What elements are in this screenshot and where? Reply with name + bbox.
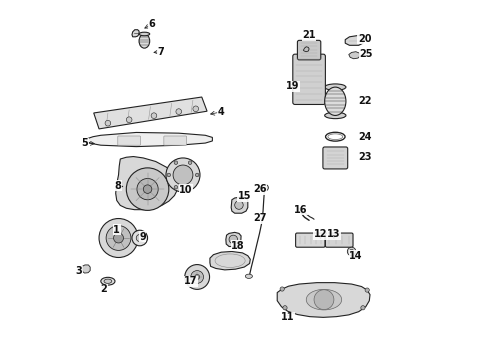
Circle shape [314,290,333,310]
FancyBboxPatch shape [292,54,325,105]
Polygon shape [348,52,359,59]
Circle shape [188,185,192,189]
Circle shape [193,106,198,112]
Text: 5: 5 [81,138,88,148]
Circle shape [364,288,368,292]
Ellipse shape [139,32,150,36]
Ellipse shape [324,87,345,115]
Circle shape [184,265,209,290]
Circle shape [166,173,170,177]
Circle shape [261,185,268,191]
Circle shape [166,158,199,192]
Text: 25: 25 [358,49,372,59]
Text: 1: 1 [113,225,120,235]
Polygon shape [226,232,241,247]
Text: 16: 16 [294,205,307,215]
Circle shape [188,161,192,165]
Circle shape [173,165,193,185]
Polygon shape [210,251,250,270]
FancyBboxPatch shape [164,136,186,145]
Text: 7: 7 [157,47,164,57]
Text: 11: 11 [281,312,294,322]
Text: 6: 6 [149,19,155,29]
Text: 14: 14 [348,251,362,261]
Circle shape [105,120,110,126]
Circle shape [99,218,138,257]
Text: 12: 12 [313,230,327,240]
Ellipse shape [324,112,345,119]
FancyBboxPatch shape [295,233,324,247]
Text: 8: 8 [114,181,121,191]
Text: 13: 13 [327,230,340,240]
Text: 23: 23 [357,151,371,161]
Text: 26: 26 [252,184,266,194]
Ellipse shape [305,290,341,310]
Polygon shape [93,97,207,129]
Text: 24: 24 [357,132,371,142]
Polygon shape [116,156,178,210]
Polygon shape [132,30,139,37]
Circle shape [195,173,198,177]
Text: 3: 3 [76,266,82,276]
Circle shape [234,201,242,209]
Text: 19: 19 [286,81,299,91]
Circle shape [279,287,284,291]
Text: 20: 20 [357,34,371,44]
Text: 22: 22 [357,96,371,106]
Circle shape [176,109,181,115]
Circle shape [282,306,287,310]
Circle shape [190,271,203,283]
Circle shape [228,235,237,244]
Ellipse shape [101,277,115,285]
Ellipse shape [139,34,150,48]
Text: 17: 17 [184,276,197,286]
Circle shape [132,230,147,246]
Text: 27: 27 [252,213,266,223]
Ellipse shape [245,274,252,278]
Circle shape [106,226,131,250]
Circle shape [174,185,177,189]
Circle shape [360,306,364,310]
Circle shape [151,113,156,119]
FancyBboxPatch shape [297,40,320,60]
FancyBboxPatch shape [322,147,347,169]
Circle shape [174,161,177,165]
Text: 2: 2 [100,284,107,294]
Text: 4: 4 [217,107,224,117]
Polygon shape [277,283,369,317]
Circle shape [126,117,132,122]
Polygon shape [87,132,212,147]
Polygon shape [82,265,90,273]
Circle shape [347,247,355,256]
Text: 15: 15 [237,191,251,201]
Ellipse shape [104,279,111,283]
Polygon shape [345,35,363,45]
Circle shape [143,185,151,193]
FancyBboxPatch shape [118,136,140,145]
Ellipse shape [324,84,345,90]
Text: 21: 21 [302,30,315,40]
Circle shape [136,178,158,200]
Polygon shape [303,47,308,52]
Text: 18: 18 [231,241,244,251]
Circle shape [113,233,123,243]
Polygon shape [231,197,247,213]
Circle shape [136,235,143,242]
Circle shape [349,249,353,253]
Text: 10: 10 [179,185,192,195]
Text: 9: 9 [139,232,146,242]
Circle shape [194,275,199,280]
Circle shape [126,168,168,210]
FancyBboxPatch shape [325,233,352,247]
